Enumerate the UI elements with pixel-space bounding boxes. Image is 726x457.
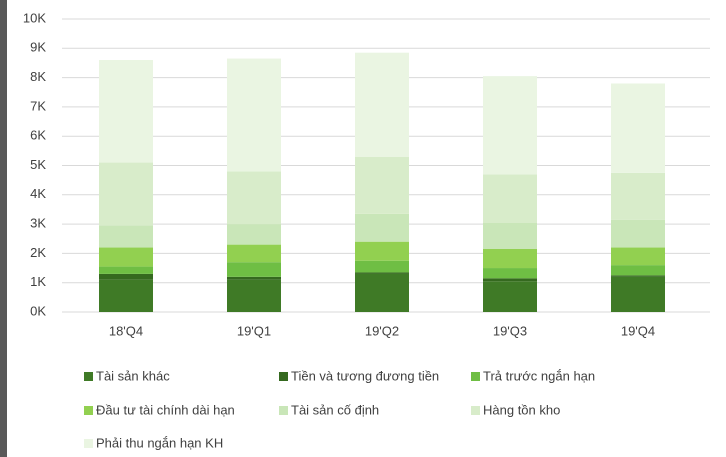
legend-label: Tiền và tương đương tiền	[291, 368, 439, 383]
bar-segment	[355, 156, 409, 214]
y-tick-label: 3K	[30, 216, 46, 231]
x-tick-label: 19'Q4	[621, 323, 655, 338]
bar-segment	[611, 172, 665, 220]
legend-swatch	[279, 406, 288, 415]
bar-segment	[483, 278, 537, 282]
bar-segment	[611, 276, 665, 312]
legend-swatch	[84, 372, 93, 381]
bar-segment	[227, 58, 281, 172]
legend-swatch	[84, 406, 93, 415]
bar-segment	[611, 275, 665, 277]
bar-segment	[99, 60, 153, 163]
bar-segment	[611, 247, 665, 266]
bar-segment	[483, 174, 537, 223]
bar-segment	[483, 281, 537, 312]
y-tick-label: 2K	[30, 245, 46, 260]
left-border	[0, 0, 7, 457]
x-tick-label: 18'Q4	[109, 323, 143, 338]
x-tick-label: 19'Q1	[237, 323, 271, 338]
legend-label: Hàng tồn kho	[483, 402, 560, 417]
x-tick-label: 19'Q2	[365, 323, 399, 338]
x-tick-label: 19'Q3	[493, 323, 527, 338]
bar-segment	[227, 244, 281, 263]
bar-segment	[611, 219, 665, 248]
bar-segment	[99, 273, 153, 280]
y-tick-label: 6K	[30, 128, 46, 143]
bar-segment	[227, 276, 281, 280]
legend-label: Trả trước ngắn hạn	[483, 368, 595, 383]
y-tick-label: 10K	[23, 10, 46, 25]
bar-segment	[227, 171, 281, 225]
legend-label: Phải thu ngắn hạn KH	[96, 435, 223, 450]
bar-segment	[483, 222, 537, 250]
bar-segment	[483, 268, 537, 279]
bar-segment	[355, 260, 409, 273]
y-tick-label: 8K	[30, 69, 46, 84]
y-tick-label: 1K	[30, 274, 46, 289]
y-tick-label: 4K	[30, 186, 46, 201]
y-tick-label: 0K	[30, 303, 46, 318]
legend-label: Tài sản cố định	[291, 402, 379, 417]
legend-label: Đầu tư tài chính dài hạn	[96, 402, 235, 417]
bar-segment	[355, 213, 409, 242]
bar-segment	[355, 241, 409, 261]
bar-segment	[483, 76, 537, 175]
bar-segment	[611, 265, 665, 276]
bar-segment	[355, 52, 409, 157]
legend-swatch	[279, 372, 288, 381]
bar-segment	[99, 247, 153, 267]
legend-label: Tài sản khác	[96, 368, 170, 383]
bar-segment	[611, 83, 665, 173]
legend-swatch	[471, 372, 480, 381]
legend-swatch	[471, 406, 480, 415]
bar-segment	[99, 162, 153, 226]
y-tick-label: 7K	[30, 98, 46, 113]
bar-segment	[99, 266, 153, 274]
bar-segment	[355, 272, 409, 274]
bar-segment	[227, 262, 281, 277]
bar-segment	[355, 273, 409, 312]
bar-segment	[99, 225, 153, 248]
bar-segment	[227, 279, 281, 312]
legend-swatch	[84, 439, 93, 448]
y-tick-label: 5K	[30, 157, 46, 172]
bar-segment	[99, 279, 153, 312]
bar-segment	[483, 249, 537, 269]
bar-segment	[227, 224, 281, 245]
y-tick-label: 9K	[30, 40, 46, 55]
